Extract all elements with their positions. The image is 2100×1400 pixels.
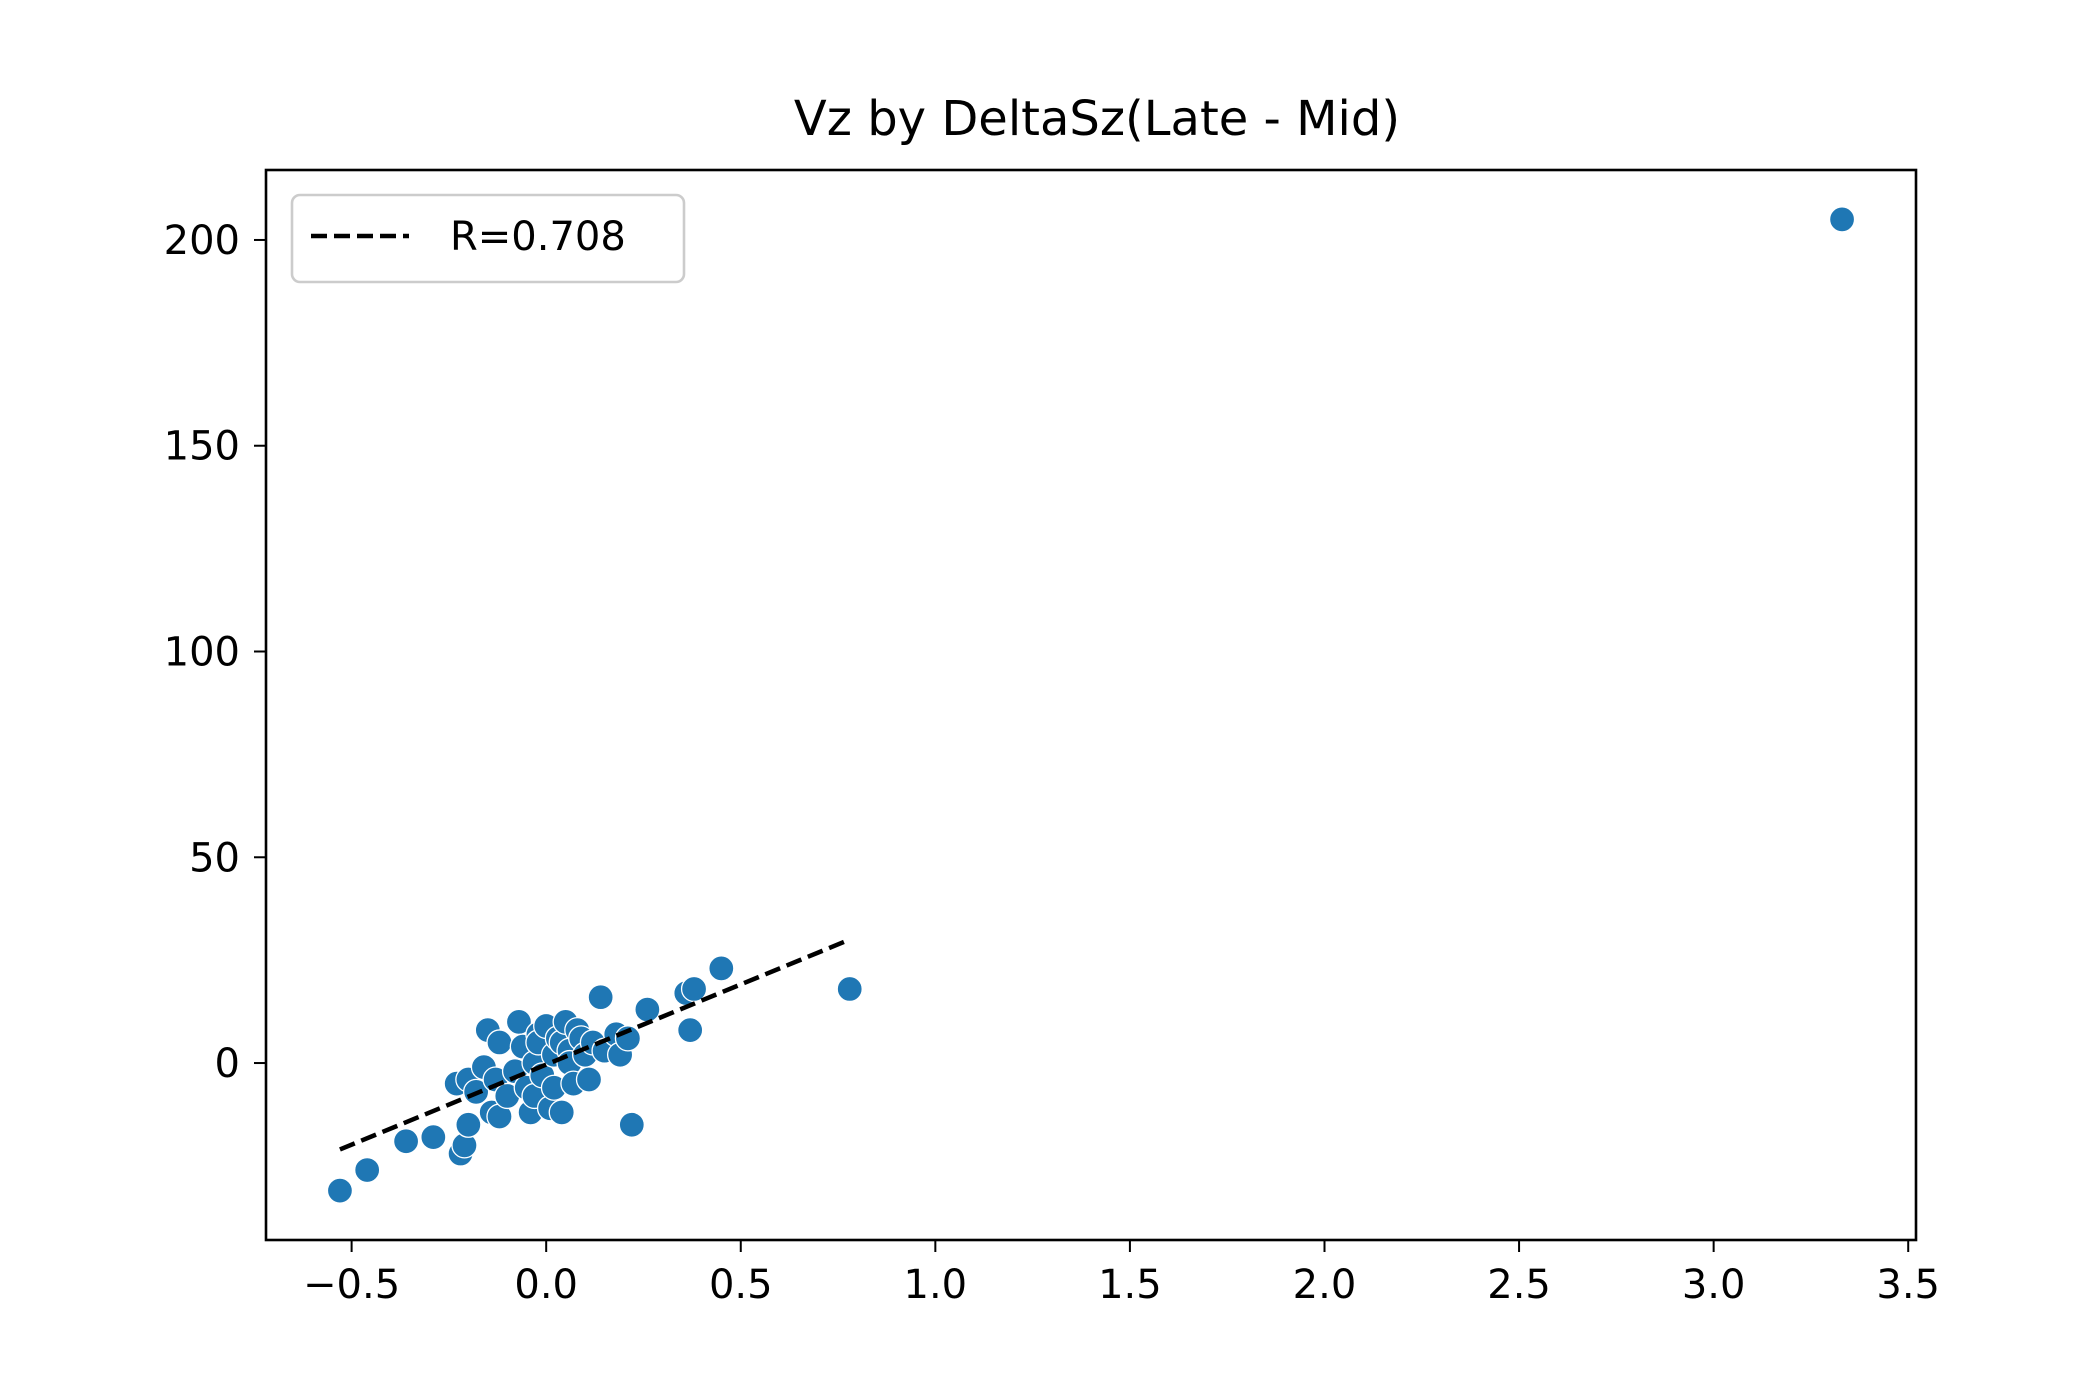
x-tick-label: 2.5: [1487, 1262, 1551, 1308]
legend-label: R=0.708: [450, 214, 626, 260]
data-point: [420, 1123, 447, 1151]
y-tick-label: 100: [164, 630, 240, 676]
data-point: [575, 1066, 603, 1093]
y-tick-label: 200: [164, 218, 240, 264]
axes-frame: [264, 168, 1918, 1242]
data-point: [486, 1029, 513, 1056]
data-point: [634, 996, 661, 1023]
data-point: [677, 1016, 704, 1044]
data-point: [354, 1156, 381, 1184]
x-tick-label: 3.5: [1876, 1262, 1940, 1308]
legend: R=0.708: [290, 193, 686, 284]
x-tick-label: 1.0: [904, 1262, 968, 1308]
data-point: [548, 1099, 575, 1126]
data-point: [326, 1177, 354, 1204]
data-point: [1828, 206, 1856, 233]
ticks-layer: −0.5 0.0 0.5 1.0 1.5 2.0 2.5 3.0 3.5 0 50 100 150 200: [164, 218, 1940, 1308]
data-point: [618, 1111, 645, 1138]
data-point: [392, 1128, 420, 1155]
points-layer: [326, 206, 1856, 1204]
x-tick-label: 0.5: [709, 1262, 773, 1308]
y-tick-label: 150: [164, 424, 240, 470]
data-point: [708, 955, 735, 982]
x-tick-label: 0.0: [514, 1262, 578, 1308]
data-point: [836, 975, 863, 1003]
x-tick-label: 3.0: [1682, 1262, 1746, 1308]
data-point: [587, 984, 614, 1011]
data-point: [455, 1111, 482, 1138]
y-tick-label: 0: [215, 1041, 240, 1087]
x-tick-label: 1.5: [1098, 1262, 1162, 1308]
chart-title: Vz by DeltaSz(Late - Mid): [794, 91, 1400, 147]
x-tick-label: −0.5: [303, 1262, 400, 1308]
legend-box: [290, 193, 686, 284]
x-tick-label: 2.0: [1293, 1262, 1357, 1308]
y-tick-label: 50: [189, 835, 240, 881]
